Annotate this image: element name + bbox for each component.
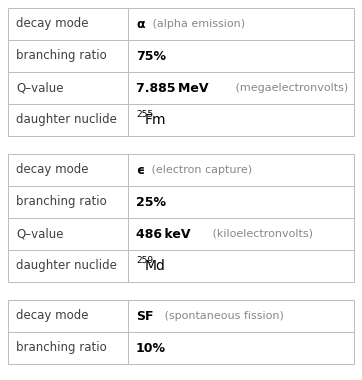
Text: 75%: 75%	[136, 49, 166, 62]
Text: 7.885 MeV: 7.885 MeV	[136, 81, 209, 95]
Text: ϵ: ϵ	[136, 163, 144, 176]
Text: daughter nuclide: daughter nuclide	[16, 114, 117, 127]
Text: decay mode: decay mode	[16, 163, 88, 176]
Text: decay mode: decay mode	[16, 17, 88, 30]
Text: branching ratio: branching ratio	[16, 342, 107, 355]
Text: (megaelectronvolts): (megaelectronvolts)	[232, 83, 348, 93]
Text: 255: 255	[136, 110, 153, 119]
Text: decay mode: decay mode	[16, 309, 88, 323]
Text: daughter nuclide: daughter nuclide	[16, 260, 117, 272]
Text: (spontaneous fission): (spontaneous fission)	[161, 311, 283, 321]
Bar	[8, 8, 354, 136]
Text: 25%: 25%	[136, 195, 166, 209]
Text: Q–value: Q–value	[16, 81, 63, 95]
Text: branching ratio: branching ratio	[16, 49, 107, 62]
Text: branching ratio: branching ratio	[16, 195, 107, 209]
Text: (kiloelectronvolts): (kiloelectronvolts)	[209, 229, 313, 239]
Bar	[8, 300, 354, 364]
Text: (electron capture): (electron capture)	[148, 165, 253, 175]
Text: 486 keV: 486 keV	[136, 228, 190, 241]
Text: α: α	[136, 17, 145, 30]
Text: (alpha emission): (alpha emission)	[149, 19, 245, 29]
Text: Q–value: Q–value	[16, 228, 63, 241]
Text: Md: Md	[145, 259, 166, 273]
Text: 259: 259	[136, 256, 153, 265]
Text: SF: SF	[136, 309, 153, 323]
Text: 10%: 10%	[136, 342, 166, 355]
Text: Fm: Fm	[145, 113, 167, 127]
Bar	[8, 154, 354, 282]
